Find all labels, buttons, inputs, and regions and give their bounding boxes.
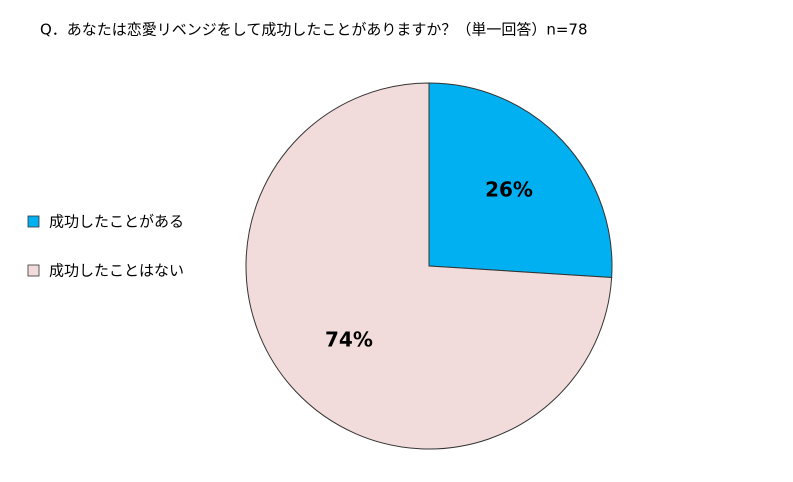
pie-slice xyxy=(428,82,613,279)
chart-title: Q．あなたは恋愛リベンジをして成功したことがありますか？（単一回答）n=78 xyxy=(40,21,588,39)
legend-swatch xyxy=(27,215,40,228)
legend-text: 成功したことはない xyxy=(49,262,184,280)
pie-slice xyxy=(245,82,613,450)
value-label: 26% xyxy=(485,177,533,201)
legend-swatch xyxy=(27,264,40,277)
value-label: 74% xyxy=(325,328,373,352)
legend-text: 成功したことがある xyxy=(49,213,184,231)
